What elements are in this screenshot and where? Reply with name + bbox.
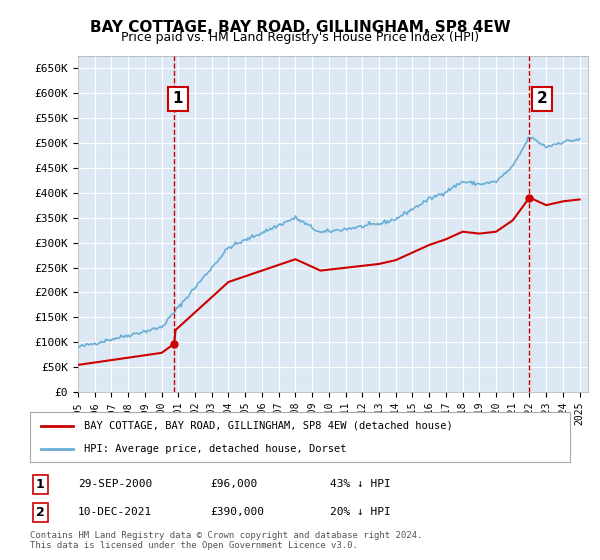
Text: Contains HM Land Registry data © Crown copyright and database right 2024.
This d: Contains HM Land Registry data © Crown c… — [30, 530, 422, 550]
Text: 43% ↓ HPI: 43% ↓ HPI — [330, 479, 391, 489]
Text: 10-DEC-2021: 10-DEC-2021 — [78, 507, 152, 517]
Text: £96,000: £96,000 — [210, 479, 257, 489]
Text: 1: 1 — [36, 478, 45, 491]
Text: BAY COTTAGE, BAY ROAD, GILLINGHAM, SP8 4EW (detached house): BAY COTTAGE, BAY ROAD, GILLINGHAM, SP8 4… — [84, 421, 453, 431]
Text: 29-SEP-2000: 29-SEP-2000 — [78, 479, 152, 489]
Text: BAY COTTAGE, BAY ROAD, GILLINGHAM, SP8 4EW: BAY COTTAGE, BAY ROAD, GILLINGHAM, SP8 4… — [89, 20, 511, 35]
Text: 2: 2 — [537, 91, 548, 106]
Text: 1: 1 — [172, 91, 183, 106]
Text: HPI: Average price, detached house, Dorset: HPI: Average price, detached house, Dors… — [84, 445, 347, 454]
Text: Price paid vs. HM Land Registry's House Price Index (HPI): Price paid vs. HM Land Registry's House … — [121, 31, 479, 44]
Text: £390,000: £390,000 — [210, 507, 264, 517]
Text: 2: 2 — [36, 506, 45, 519]
Text: 20% ↓ HPI: 20% ↓ HPI — [330, 507, 391, 517]
